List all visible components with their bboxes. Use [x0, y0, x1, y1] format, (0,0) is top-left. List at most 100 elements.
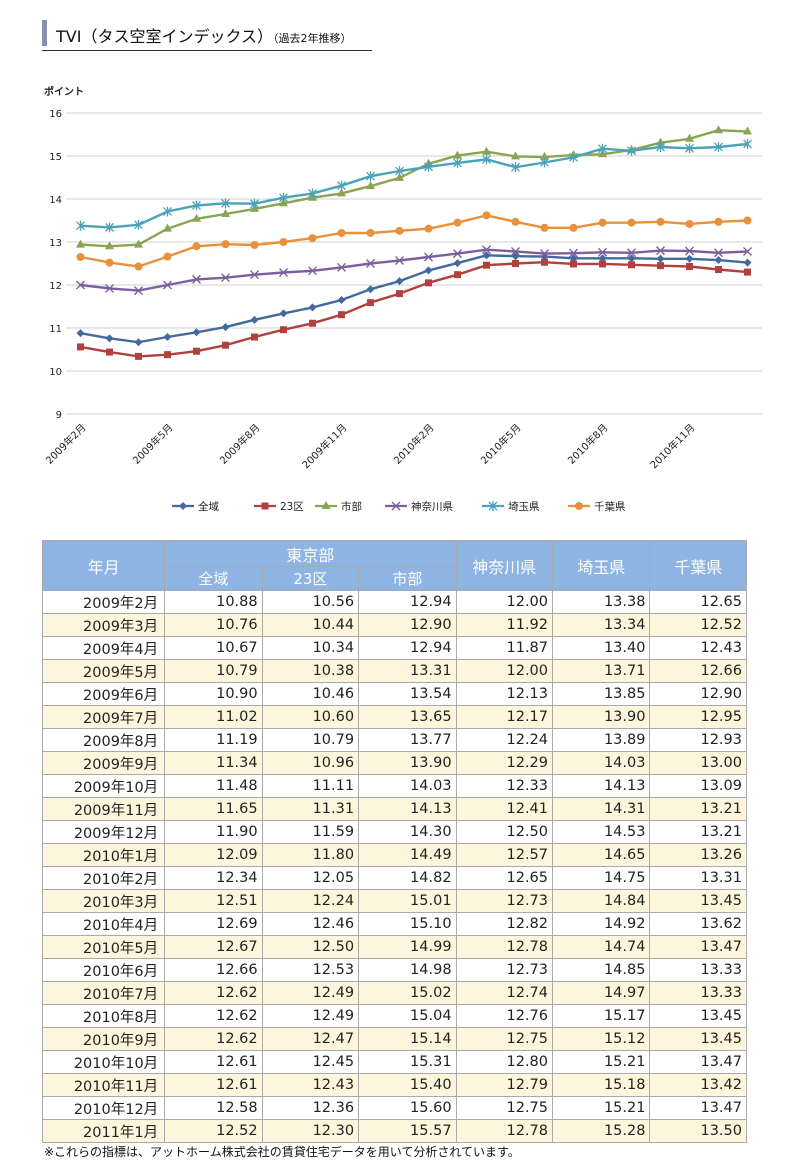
data-point — [250, 241, 259, 250]
data-point — [424, 266, 433, 275]
cell-value: 14.49 — [358, 843, 457, 867]
cell-month: 2010年6月 — [41, 958, 166, 982]
cell-value: 12.24 — [455, 728, 554, 752]
data-point — [575, 502, 583, 510]
series-x — [76, 245, 752, 296]
data-point — [250, 198, 259, 209]
data-point — [714, 141, 723, 152]
cell-value: 12.62 — [164, 1027, 263, 1051]
data-point — [222, 341, 229, 349]
data-point — [279, 309, 288, 318]
cell-value: 12.62 — [164, 981, 263, 1005]
data-point — [569, 223, 578, 232]
data-point — [627, 254, 636, 263]
data-point — [714, 125, 723, 134]
cell-value: 13.47 — [649, 935, 747, 959]
cell-value: 13.31 — [649, 866, 747, 890]
data-point — [366, 259, 375, 268]
table-row: 2010年12月 12.58 12.36 15.60 12.75 15.21 13.47 — [41, 1096, 747, 1120]
cell-value: 13.62 — [649, 912, 747, 936]
cell-value: 10.38 — [261, 659, 360, 683]
table-row: 2010年4月 12.69 12.46 15.10 12.82 14.92 13.62 — [41, 912, 747, 936]
legend-label: 神奈川県 — [411, 500, 453, 513]
cell-value: 12.73 — [455, 958, 554, 982]
cell-value: 12.24 — [261, 889, 360, 913]
cell-month: 2009年9月 — [41, 751, 166, 775]
series-circle — [76, 211, 752, 271]
cell-value: 14.92 — [552, 912, 651, 936]
cell-value: 12.17 — [455, 705, 554, 729]
legend-label: 全域 — [198, 500, 219, 513]
legend-label: 市部 — [341, 500, 362, 513]
cell-value: 15.28 — [552, 1119, 651, 1143]
data-point — [714, 217, 723, 226]
data-point — [337, 296, 346, 305]
data-point — [135, 352, 142, 360]
y-axis-label: ポイント — [44, 85, 84, 98]
cell-month: 2009年5月 — [41, 659, 166, 683]
data-point — [192, 200, 201, 211]
data-point — [685, 246, 694, 256]
data-point — [105, 241, 114, 250]
data-point — [540, 151, 549, 160]
cell-month: 2009年10月 — [41, 774, 166, 798]
data-point — [685, 133, 694, 142]
data-point — [105, 258, 114, 267]
data-point — [483, 261, 490, 269]
data-point — [192, 274, 201, 284]
cell-value: 12.65 — [455, 866, 554, 890]
cell-value: 11.80 — [261, 843, 360, 867]
cell-value: 14.03 — [552, 751, 651, 775]
table-row: 2010年7月 12.62 12.49 15.02 12.74 14.97 13.33 — [41, 981, 747, 1005]
cell-value: 13.38 — [552, 590, 651, 614]
data-point — [76, 253, 85, 262]
cell-value: 14.65 — [552, 843, 651, 867]
data-point — [309, 319, 316, 327]
cell-value: 12.94 — [358, 590, 457, 614]
cell-value: 12.78 — [455, 935, 554, 959]
cell-month: 2010年8月 — [41, 1004, 166, 1028]
cell-value: 13.42 — [649, 1073, 747, 1097]
data-point — [396, 290, 403, 298]
cell-value: 13.90 — [358, 751, 457, 775]
cell-value: 12.46 — [261, 912, 360, 936]
data-point — [192, 213, 201, 222]
cell-value: 15.12 — [552, 1027, 651, 1051]
data-point — [337, 228, 346, 237]
legend-item: 神奈川県 — [385, 500, 453, 513]
header-kanagawa: 神奈川県 — [455, 540, 554, 591]
cell-value: 12.49 — [261, 981, 360, 1005]
data-point — [540, 223, 549, 232]
series-triangle — [76, 125, 752, 250]
series-line — [80, 142, 748, 229]
table-row: 2010年9月 12.62 12.47 15.14 12.75 15.12 13.45 — [41, 1027, 747, 1051]
data-point — [743, 126, 752, 135]
data-point — [424, 224, 433, 233]
cell-value: 14.84 — [552, 889, 651, 913]
data-point — [714, 256, 723, 265]
data-point — [221, 209, 230, 218]
cell-value: 10.79 — [164, 659, 263, 683]
data-point — [627, 218, 636, 227]
cell-value: 13.85 — [552, 682, 651, 706]
data-point — [163, 280, 172, 290]
table-row: 2009年5月 10.79 10.38 13.31 12.00 13.71 12.66 — [41, 659, 747, 683]
legend-item: 埼玉県 — [482, 500, 540, 513]
header-23ku: 23区 — [261, 566, 360, 591]
legend-label: 千葉県 — [594, 500, 626, 513]
cell-month: 2010年5月 — [41, 935, 166, 959]
series-group — [76, 125, 752, 360]
data-point — [76, 280, 85, 290]
cell-value: 13.45 — [649, 1027, 747, 1051]
data-point — [453, 259, 462, 268]
cell-value: 10.67 — [164, 636, 263, 660]
cell-value: 12.75 — [455, 1096, 554, 1120]
data-point — [280, 326, 287, 334]
cell-value: 14.53 — [552, 820, 651, 844]
cell-value: 12.53 — [261, 958, 360, 982]
data-point — [714, 248, 723, 258]
cell-value: 15.04 — [358, 1004, 457, 1028]
data-point — [308, 188, 317, 199]
cell-month: 2010年7月 — [41, 981, 166, 1005]
cell-value: 13.31 — [358, 659, 457, 683]
